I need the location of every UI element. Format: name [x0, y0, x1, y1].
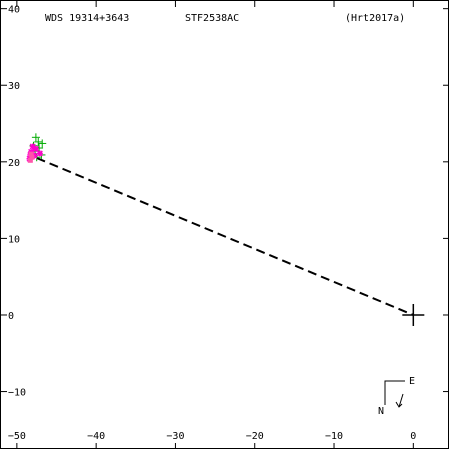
- data-point: [29, 143, 36, 150]
- x-tick-label: −20: [246, 431, 264, 442]
- x-tick-label: −50: [8, 431, 26, 442]
- y-tick-label: 20: [8, 158, 20, 169]
- y-tick-label: 40: [8, 5, 20, 16]
- y-tick-label: 10: [8, 234, 20, 245]
- y-tick-label: 30: [8, 81, 20, 92]
- data-point: [28, 151, 34, 157]
- x-tick-label: −30: [166, 431, 184, 442]
- discoverer-label: STF2538AC: [185, 13, 239, 24]
- x-tick-label: −10: [325, 431, 343, 442]
- compass-east-label: E: [409, 376, 415, 387]
- compass-north-label: N: [378, 406, 384, 417]
- x-tick-label: 0: [410, 431, 416, 442]
- y-tick-label: −10: [8, 388, 26, 399]
- compass-axes: [384, 380, 405, 405]
- primary-star-marker: [402, 303, 425, 326]
- motion-arrow-icon: [398, 393, 404, 408]
- data-point: [34, 137, 43, 146]
- data-point: [29, 154, 35, 160]
- orbit-fit-line: [36, 157, 414, 316]
- motion-arrow-head-icon: [395, 401, 403, 408]
- compass: E N: [378, 376, 415, 417]
- reference-label: (Hrt2017a): [345, 13, 405, 24]
- data-point: [36, 150, 43, 157]
- wds-id-label: WDS 19314+3643: [45, 13, 129, 24]
- y-tick-label: 0: [8, 311, 14, 322]
- observation-points: [26, 133, 47, 163]
- data-point: [27, 157, 33, 163]
- x-tick-label: −40: [87, 431, 105, 442]
- axis-tick-labels: −50 −40 −30 −20 −10 0 −10 0 10 20 30 40: [8, 5, 417, 442]
- data-point: [31, 133, 40, 142]
- data-point: [38, 139, 47, 148]
